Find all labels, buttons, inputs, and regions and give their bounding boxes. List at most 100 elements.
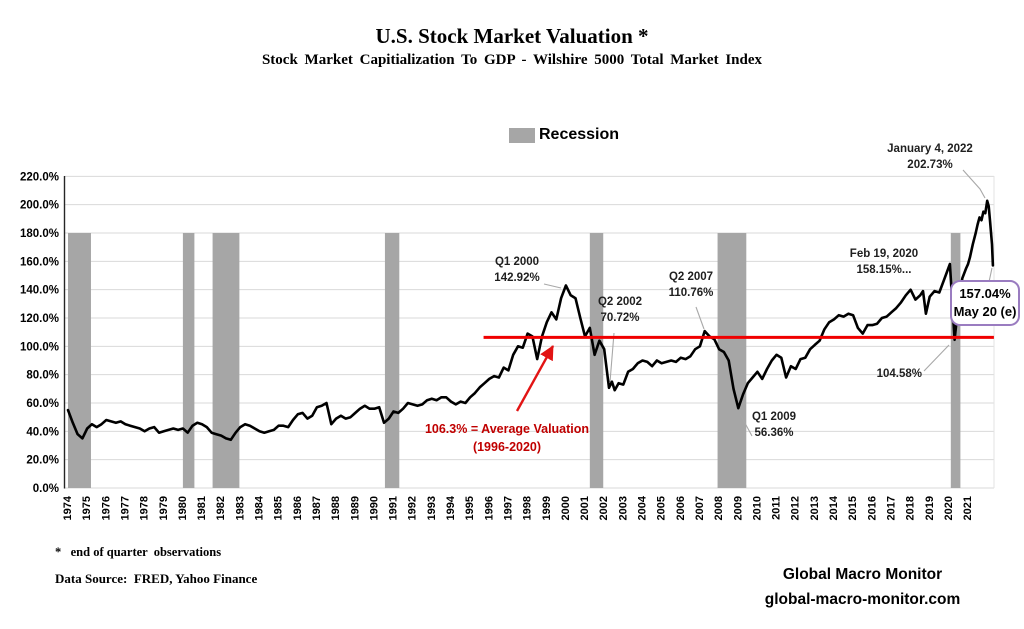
recession-band (589, 232, 604, 488)
x-axis-label: 1986 (292, 496, 304, 520)
x-axis-label: 2012 (790, 496, 802, 520)
x-axis-label: 1997 (502, 496, 514, 520)
annotation-average-valuation: 106.3% = Average Valuation (1996-2020) (397, 420, 617, 456)
recession-legend-swatch (509, 127, 535, 143)
recession-band (384, 232, 400, 488)
y-axis-label: 180.0% (20, 228, 59, 240)
valuation-line (66, 199, 995, 442)
x-axis-label: 1989 (349, 496, 361, 520)
recession-band (950, 232, 961, 488)
annotation-q2-2007: Q2 2007 110.76% (631, 269, 751, 301)
footnote-data-source: Data Source: FRED, Yahoo Finance (55, 571, 258, 586)
x-axis-label: 2004 (637, 495, 649, 520)
x-axis-label: 1977 (119, 496, 131, 520)
x-axis-label: 1979 (158, 496, 170, 520)
x-axis-label: 1993 (426, 496, 438, 520)
annotation-q2-2007-date: Q2 2007 (668, 271, 714, 283)
y-axis-label: 80.0% (26, 370, 59, 382)
x-axis-label: 2008 (713, 496, 725, 520)
x-axis-label: 2002 (598, 496, 610, 520)
callout-line (695, 306, 705, 330)
y-axis-label: 160.0% (20, 256, 59, 268)
recession-band (212, 232, 240, 488)
annotation-jan-2022-date: January 4, 2022 (887, 143, 973, 155)
recession-band (717, 232, 747, 488)
latest-value-callout-box: 157.04% May 20 (e) (950, 280, 1020, 326)
callout-line (988, 267, 993, 283)
x-axis-label: 2015 (847, 496, 859, 520)
x-axis-label: 2017 (885, 496, 897, 520)
x-axis-label: 2005 (656, 496, 668, 520)
annotation-q1-2000-value: 142.92% (494, 272, 540, 284)
x-axis-label: 1982 (215, 496, 227, 520)
annotation-q2-2002: Q2 2002 70.72% (560, 294, 680, 326)
x-axis-label: 1984 (254, 495, 266, 520)
branding-name: Global Macro Monitor (782, 566, 943, 583)
x-axis-label: 1981 (196, 496, 208, 520)
annotation-feb-2020: Feb 19, 2020 158.15%... (800, 246, 968, 278)
annotation-q2-2007-value: 110.76% (668, 287, 714, 299)
annotation-feb-2020-value: 158.15%... (856, 264, 912, 276)
latest-value: 157.04% (959, 286, 1011, 301)
y-axis-label: 40.0% (26, 426, 59, 438)
x-axis-label: 2016 (866, 496, 878, 520)
x-axis-label: 2019 (924, 496, 936, 520)
average-valuation-period: (1996-2020) (472, 440, 542, 454)
annotation-q1-2009-date: Q1 2009 (751, 411, 797, 423)
annotation-jan-2022: January 4, 2022 202.73% (846, 141, 1014, 173)
annotation-q1-2000-date: Q1 2000 (494, 256, 540, 268)
y-axis-label: 200.0% (20, 200, 59, 212)
branding-website: global-macro-monitor.com (764, 591, 961, 608)
y-axis-label: 0.0% (33, 483, 59, 495)
y-axis-label: 140.0% (20, 285, 59, 297)
footnote-observations: * end of quarter observations (55, 545, 222, 559)
x-axis-label: 1998 (522, 496, 534, 520)
y-axis-label: 100.0% (20, 341, 59, 353)
y-axis-label: 60.0% (26, 398, 59, 410)
annotation-q2-2002-value: 70.72% (600, 312, 640, 324)
x-axis-label: 2020 (943, 496, 955, 520)
annotation-q1-2009-value: 56.36% (754, 427, 794, 439)
callout-line (923, 344, 950, 372)
x-axis-label: 2000 (560, 496, 572, 520)
x-axis-label: 1987 (311, 496, 323, 520)
branding-block: Global Macro Monitor global-macro-monito… (745, 562, 980, 612)
annotation-q2-2002-date: Q2 2002 (597, 296, 643, 308)
x-axis-label: 1994 (445, 495, 457, 520)
x-axis-label: 2006 (675, 496, 687, 520)
x-axis-label: 1975 (81, 496, 93, 520)
x-axis-label: 1978 (139, 496, 151, 520)
annotation-covid-trough-value: 104.58% (876, 368, 922, 380)
x-axis-label: 1985 (273, 496, 285, 520)
callout-line (609, 332, 615, 383)
recession-band (68, 232, 91, 488)
callout-line (962, 169, 986, 199)
x-axis-label: 2007 (694, 496, 706, 520)
callout-lines-group (543, 169, 993, 437)
x-axis-label: 1974 (62, 495, 74, 520)
x-axis-label: 1990 (368, 496, 380, 520)
x-axis-label: 2014 (828, 495, 840, 520)
annotation-jan-2022-value: 202.73% (907, 159, 953, 171)
recession-bands-group (68, 232, 961, 488)
x-axis-label: 1976 (100, 496, 112, 520)
x-axis-label: 1980 (177, 496, 189, 520)
x-axis-label: 2018 (905, 496, 917, 520)
x-axis-label: 1996 (483, 496, 495, 520)
y-axis-label: 20.0% (26, 455, 59, 467)
legend: Recession (509, 126, 619, 144)
chart-title: U.S. Stock Market Valuation * (375, 24, 649, 48)
callout-line (543, 283, 562, 289)
x-axis-label: 2001 (579, 496, 591, 520)
y-axis-label: 220.0% (20, 171, 59, 183)
x-axis-label: 2003 (617, 496, 629, 520)
y-axis-label: 120.0% (20, 313, 59, 325)
x-axis-label: 1999 (541, 496, 553, 520)
x-axis-label: 2011 (771, 496, 783, 520)
average-valuation-label: 106.3% = Average Valuation (424, 422, 590, 436)
axis-labels-group: 220.0% 200.0% 180.0% 160.0% 140.0% 120.0% 100.… (20, 171, 974, 520)
x-axis-label: 1983 (234, 496, 246, 520)
recession-band (182, 232, 195, 488)
annotation-q1-2009: Q1 2009 56.36% (714, 409, 834, 441)
